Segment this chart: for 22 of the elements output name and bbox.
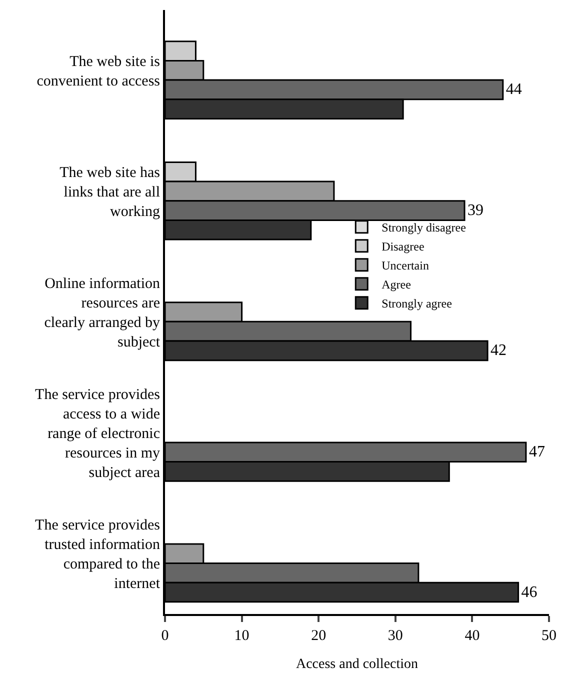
- x-tick-label: 40: [464, 628, 480, 644]
- x-tick-label: 0: [161, 628, 169, 644]
- x-tick-label: 50: [542, 628, 556, 644]
- x-tick-label: 30: [388, 628, 403, 644]
- y-tick-label: The web site has links that are all working: [60, 164, 160, 220]
- data-label: 44: [506, 81, 522, 98]
- y-tick-label: The service provides access to a wide range of electronic resources in my subject area: [35, 387, 160, 482]
- data-label: 39: [468, 202, 484, 220]
- data-label: 42: [490, 342, 507, 360]
- y-tick-label: Online information resources are clearly arranged by subject: [44, 276, 161, 350]
- legend-label: Agree: [382, 278, 411, 292]
- legend-label: Strongly agree: [382, 296, 452, 311]
- y-tick-label: The web site is convenient to access: [36, 54, 160, 90]
- y-tick-label: The service provides trusted information compared to the internet: [35, 518, 161, 592]
- x-tick-label: 10: [234, 628, 250, 644]
- data-label: 47: [528, 444, 545, 461]
- x-tick-label: 20: [311, 628, 326, 644]
- legend-label: Uncertain: [382, 258, 429, 273]
- data-label: 46: [521, 584, 538, 601]
- x-axis-title: Access and collection: [296, 656, 418, 672]
- legend-label: Disagree: [382, 240, 424, 254]
- legend-label: Strongly disagree: [382, 220, 466, 235]
